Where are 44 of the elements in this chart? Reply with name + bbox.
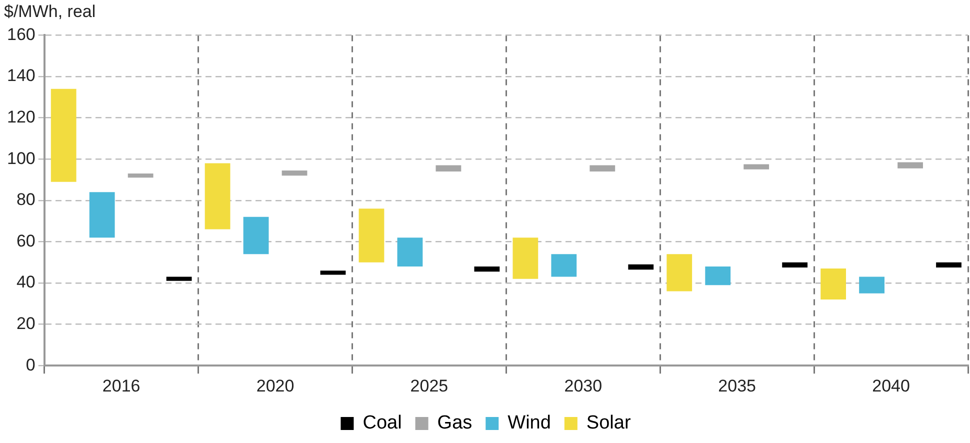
x-tick-label: 2020 — [256, 376, 294, 396]
bar — [166, 276, 192, 281]
bar — [590, 165, 616, 172]
x-tick-label: 2030 — [564, 376, 602, 396]
bar — [204, 163, 230, 230]
bar — [436, 165, 462, 172]
bar — [859, 276, 884, 294]
bar — [128, 174, 154, 178]
y-tick-label: 60 — [16, 231, 36, 250]
y-tick-label: 120 — [6, 107, 36, 126]
x-tick-label: 2025 — [410, 376, 448, 396]
y-tick-label: 100 — [6, 148, 36, 168]
bar — [744, 164, 770, 170]
legend-label: Coal — [362, 412, 402, 434]
bar — [782, 262, 808, 268]
bar — [320, 270, 346, 275]
legend-label: Gas — [437, 412, 472, 434]
bar — [89, 192, 115, 238]
bar — [628, 264, 654, 270]
legend-label: Solar — [586, 412, 632, 434]
y-tick-label: 40 — [16, 272, 36, 292]
bar — [243, 216, 269, 254]
bar — [397, 238, 423, 266]
y-axis-title: $/MWh, real — [4, 2, 96, 22]
bar — [666, 254, 692, 292]
y-tick-label: 20 — [16, 314, 36, 333]
bar — [512, 238, 538, 279]
bar — [936, 262, 962, 268]
x-tick-label: 2035 — [718, 376, 756, 396]
y-tick-label: 160 — [6, 24, 36, 44]
y-tick-label: 140 — [6, 66, 36, 86]
bar — [474, 266, 500, 272]
x-tick-label: 2040 — [872, 376, 910, 396]
bar — [705, 266, 731, 286]
legend-label: Wind — [508, 412, 551, 434]
bar — [820, 268, 846, 300]
y-tick-label: 0 — [26, 355, 36, 374]
bar — [551, 254, 577, 277]
y-tick-label: 80 — [16, 190, 36, 210]
bar — [282, 170, 308, 176]
bar — [358, 208, 384, 262]
bar — [50, 88, 76, 182]
bar — [898, 162, 923, 168]
x-tick-label: 2016 — [102, 376, 140, 396]
